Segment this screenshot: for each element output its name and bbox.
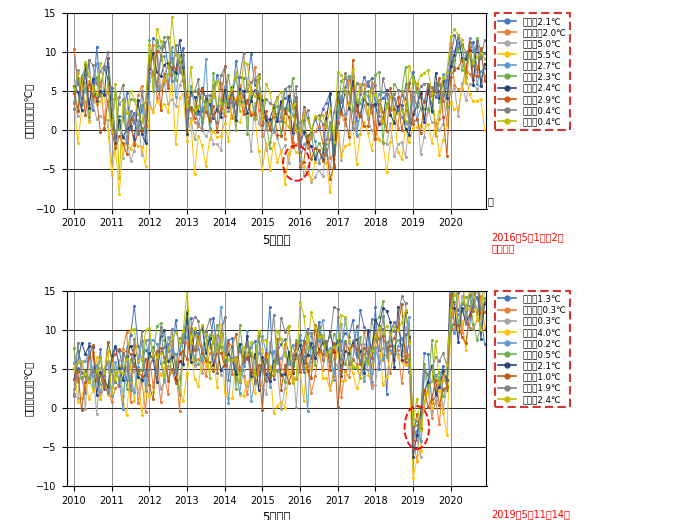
X-axis label: 5月中旬: 5月中旬 xyxy=(262,512,290,520)
Y-axis label: 日最低気温（℃）: 日最低気温（℃） xyxy=(25,83,35,138)
Legend: 斜里－2.1℃, 上標津－2.0℃, 白筎－5.0℃, 駒場－5.5℃, 士別－2.7℃, 東川－2.3℃, 美喔－2.4℃, 厄真－2.9℃, 共和－0.4℃: 斜里－2.1℃, 上標津－2.0℃, 白筎－5.0℃, 駒場－5.5℃, 士別－… xyxy=(495,14,570,129)
Legend: 斜里－1.3℃, 上標津－0.3℃, 白筎－0.3℃, 駒場－4.0℃, 士別＋0.2℃, 東川＋0.5℃, 美喔＋2.1℃, 厄真＋1.0℃, 共和＋1.9℃: 斜里－1.3℃, 上標津－0.3℃, 白筎－0.3℃, 駒場－4.0℃, 士別＋… xyxy=(495,291,570,407)
X-axis label: 5月上旬: 5月上旬 xyxy=(262,234,290,247)
Text: 年: 年 xyxy=(487,197,494,206)
Text: 2019年5月11～14日
最低気温: 2019年5月11～14日 最低気温 xyxy=(491,510,570,520)
Y-axis label: 日最低気温（℃）: 日最低気温（℃） xyxy=(25,361,35,416)
Text: 2016年5月1日～2日
最低気温: 2016年5月1日～2日 最低気温 xyxy=(491,232,564,254)
